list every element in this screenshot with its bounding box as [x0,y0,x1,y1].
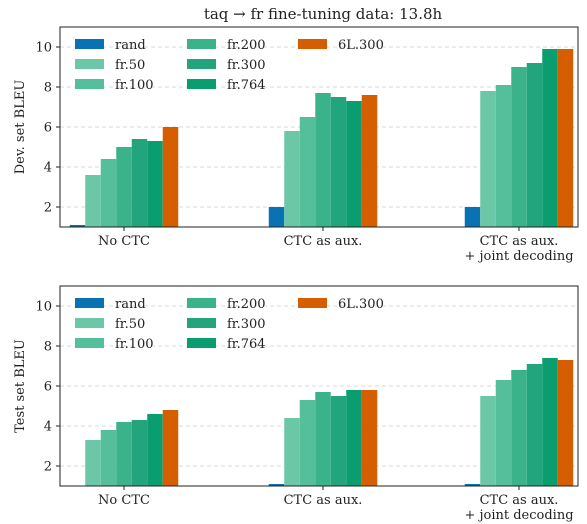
legend-swatch-fr764 [187,79,216,89]
y-tick-label: 2 [44,201,52,216]
bar-fr100-0 [100,430,117,486]
legend: rand fr.50 fr.100 fr.200 fr.300 fr.764 6L.300 [75,297,384,352]
bar-fr300-0 [131,139,148,227]
legend-swatch-fr764 [187,338,216,348]
x-tick-label: CTC as aux. [284,234,363,249]
legend-swatch-fr200 [187,39,216,49]
plot-frame [59,26,579,228]
bar-fr300-2 [526,63,543,227]
plot-frame [59,285,579,487]
bar-6L300-0 [162,127,179,227]
bar-fr50-0 [85,440,101,486]
bar-fr200-1 [315,392,331,486]
bar-fr100-2 [495,380,512,486]
legend-label: fr.764 [227,78,266,93]
bar-fr764-0 [147,414,163,486]
bar-fr200-2 [511,67,527,227]
legend: rand fr.50 fr.100 fr.200 fr.300 fr.764 6L.300 [75,38,384,93]
legend-swatch-rand [75,39,104,49]
x-tick-label: CTC as aux. + joint decoding [464,493,573,523]
bar-rand-0 [69,225,86,227]
bar-fr50-0 [85,175,101,227]
bar-fr100-2 [495,85,512,227]
bar-fr200-0 [116,147,132,227]
y-tick-label: 6 [44,380,52,395]
legend-swatch-fr300 [187,59,216,69]
bar-6L300-0 [162,410,179,486]
y-axis-label: Dev. set BLEU [13,80,28,175]
bar-fr300-1 [330,97,347,227]
y-tick-label: 8 [44,340,52,355]
bar-fr50-1 [284,131,300,227]
legend-label: fr.300 [227,317,266,332]
x-tick-label: CTC as aux. [284,493,363,508]
legend-label: fr.300 [227,58,266,73]
legend-label: 6L.300 [338,297,384,312]
bar-fr764-0 [147,141,163,227]
chart-panel-test: 2 4 6 8 10 No CTC CTC as aux. CTC as aux. + join… [13,285,579,523]
legend-swatch-fr300 [187,318,216,328]
legend-label: 6L.300 [338,38,384,53]
bar-fr100-1 [299,117,316,227]
bar-rand-2 [464,207,481,227]
legend-label: fr.50 [115,317,145,332]
bar-fr100-1 [299,400,316,486]
y-tick-label: 10 [35,300,52,315]
bar-fr50-2 [480,91,496,227]
y-tick-label: 8 [44,81,52,96]
bar-6L300-2 [557,360,574,486]
bar-fr200-0 [116,422,132,486]
bar-rand-2 [464,484,481,486]
bar-fr50-2 [480,396,496,486]
bar-fr764-1 [346,390,362,486]
legend-swatch-fr200 [187,298,216,308]
legend-swatch-fr50 [75,59,104,69]
bar-fr200-1 [315,93,331,227]
bar-6L300-1 [361,390,378,486]
panels: 2 4 6 8 10 No CTC CTC as aux. CTC as aux. + join… [13,26,579,523]
legend-swatch-fr100 [75,79,104,89]
legend-label: fr.100 [115,337,154,352]
y-tick-label: 2 [44,460,52,475]
legend-label: fr.200 [227,38,266,53]
legend-swatch-fr50 [75,318,104,328]
bar-fr100-0 [100,159,117,227]
y-tick-label: 4 [44,420,52,435]
legend-label: fr.764 [227,337,266,352]
y-tick-label: 10 [35,41,52,56]
bar-fr764-2 [542,49,558,227]
bar-rand-1 [268,484,285,486]
y-tick-label: 4 [44,161,52,176]
bar-fr764-1 [346,101,362,227]
legend-swatch-rand [75,298,104,308]
bar-fr764-2 [542,358,558,486]
legend-label: fr.50 [115,58,145,73]
bar-fr50-1 [284,418,300,486]
x-tick-label: No CTC [98,234,150,249]
x-tick-label: No CTC [98,493,150,508]
legend-label: rand [115,38,146,53]
chart-panel-dev: 2 4 6 8 10 No CTC CTC as aux. CTC as aux. + join… [13,26,579,264]
legend-label: fr.200 [227,297,266,312]
y-tick-label: 6 [44,121,52,136]
y-axis-label: Test set BLEU [13,339,28,433]
legend-label: rand [115,297,146,312]
bar-fr300-2 [526,364,543,486]
bar-fr300-0 [131,420,148,486]
bar-fr200-2 [511,370,527,486]
bar-fr300-1 [330,396,347,486]
x-tick-label: CTC as aux. + joint decoding [464,234,573,264]
bar-6L300-2 [557,49,574,227]
legend-swatch-fr100 [75,338,104,348]
figure-title: taq → fr fine-tuning data: 13.8h [204,5,443,23]
bar-rand-1 [268,207,285,227]
bar-6L300-1 [361,95,378,227]
legend-label: fr.100 [115,78,154,93]
legend-swatch-6L300 [298,39,327,49]
legend-swatch-6L300 [298,298,327,308]
